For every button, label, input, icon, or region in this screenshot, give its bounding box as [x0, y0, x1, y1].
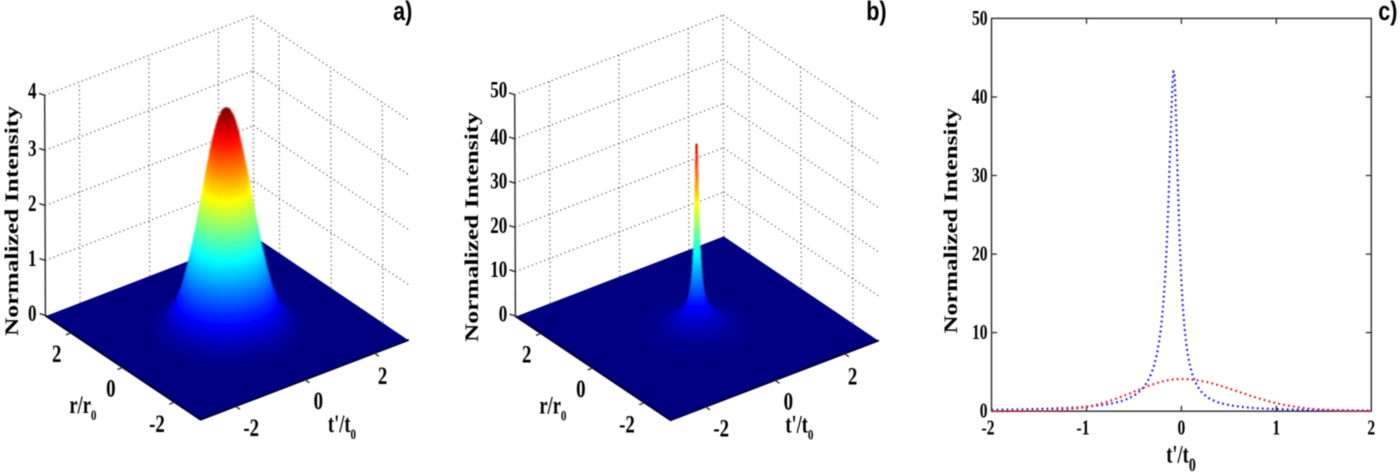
svg-text:-2: -2 [713, 414, 729, 442]
svg-text:30: 30 [972, 164, 988, 187]
svg-text:-2: -2 [982, 416, 995, 439]
svg-text:40: 40 [490, 125, 507, 150]
svg-text:1: 1 [28, 247, 37, 272]
svg-text:-2: -2 [149, 409, 165, 437]
svg-text:0: 0 [314, 386, 323, 414]
svg-text:4: 4 [28, 79, 37, 104]
svg-text:1: 1 [1272, 416, 1280, 439]
svg-text:2: 2 [28, 192, 37, 217]
svg-text:2: 2 [378, 361, 387, 389]
svg-text:-2: -2 [619, 410, 635, 438]
svg-text:0: 0 [28, 302, 37, 327]
svg-text:2: 2 [1367, 416, 1375, 439]
svg-text:50: 50 [972, 7, 988, 30]
svg-text:Normalized Intensity: Normalized Intensity [461, 112, 482, 342]
svg-text:0: 0 [576, 374, 585, 402]
svg-text:r/r0: r/r0 [539, 391, 566, 424]
svg-text:b): b) [866, 0, 886, 27]
svg-text:0: 0 [980, 400, 988, 423]
svg-text:0: 0 [499, 302, 508, 327]
svg-text:Normalized Intensity: Normalized Intensity [940, 108, 961, 334]
svg-text:30: 30 [490, 169, 507, 194]
svg-text:2: 2 [848, 362, 857, 390]
svg-text:0: 0 [784, 387, 793, 415]
svg-text:3: 3 [28, 136, 37, 161]
svg-text:2: 2 [52, 339, 61, 367]
svg-text:-2: -2 [243, 413, 259, 441]
svg-text:40: 40 [972, 85, 988, 108]
svg-text:10: 10 [490, 258, 507, 283]
svg-text:c): c) [1378, 0, 1397, 27]
svg-text:a): a) [393, 0, 412, 27]
svg-text:2: 2 [522, 340, 531, 368]
svg-text:20: 20 [490, 214, 507, 239]
svg-text:20: 20 [972, 242, 988, 265]
svg-text:0: 0 [1178, 416, 1186, 439]
svg-text:50: 50 [490, 78, 507, 103]
svg-text:Normalized Intensity: Normalized Intensity [1, 106, 22, 336]
svg-text:-1: -1 [1077, 416, 1090, 439]
svg-text:10: 10 [972, 321, 988, 344]
svg-text:0: 0 [106, 374, 115, 402]
